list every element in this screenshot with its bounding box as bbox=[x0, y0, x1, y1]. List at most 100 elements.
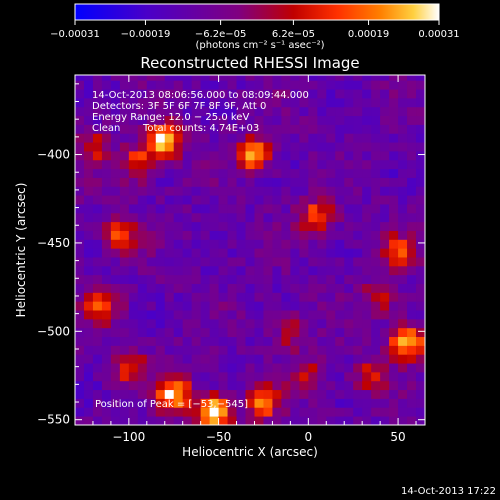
heatmap-cell bbox=[173, 336, 184, 346]
heatmap-cell bbox=[299, 274, 309, 284]
heatmap-cell bbox=[416, 230, 425, 240]
heatmap-cell bbox=[389, 327, 399, 338]
heatmap-cell bbox=[362, 239, 372, 249]
heatmap-cell bbox=[407, 345, 417, 355]
heatmap-cell bbox=[155, 80, 166, 90]
heatmap-cell bbox=[92, 380, 103, 391]
heatmap-cell bbox=[227, 195, 237, 205]
heatmap-cell bbox=[299, 248, 309, 258]
heatmap-cell bbox=[218, 292, 228, 302]
heatmap-cell bbox=[308, 389, 318, 399]
heatmap-cell bbox=[200, 363, 211, 373]
heatmap-cell bbox=[75, 380, 85, 391]
heatmap-cell bbox=[299, 301, 309, 311]
heatmap-cell bbox=[398, 389, 408, 399]
heatmap-cell bbox=[263, 310, 273, 320]
heatmap-cell bbox=[326, 75, 336, 81]
heatmap-cell bbox=[308, 327, 318, 338]
heatmap-cell bbox=[344, 124, 354, 134]
heatmap-cell bbox=[236, 177, 246, 187]
heatmap-cell bbox=[75, 75, 85, 81]
heatmap-cell bbox=[398, 133, 408, 143]
heatmap-cell bbox=[254, 274, 264, 284]
heatmap-cell bbox=[317, 80, 327, 90]
heatmap-cell bbox=[362, 407, 372, 417]
heatmap-cell bbox=[272, 151, 282, 161]
heatmap-cell bbox=[245, 97, 255, 108]
heatmap-cell bbox=[137, 89, 148, 99]
heatmap-cell bbox=[191, 89, 202, 99]
heatmap-cell bbox=[362, 292, 372, 302]
heatmap-cell bbox=[173, 407, 184, 417]
heatmap-cell bbox=[344, 318, 354, 329]
heatmap-cell bbox=[281, 204, 291, 214]
heatmap-cell bbox=[101, 248, 112, 258]
heatmap-cell bbox=[308, 345, 318, 355]
heatmap-cell bbox=[92, 89, 103, 99]
heatmap-cell bbox=[308, 221, 318, 231]
x-tick-label: −100 bbox=[112, 430, 145, 444]
heatmap-cell bbox=[182, 318, 193, 329]
heatmap-cell bbox=[173, 159, 184, 170]
heatmap-cell bbox=[263, 124, 273, 134]
heatmap-cell bbox=[272, 283, 282, 293]
heatmap-cell bbox=[416, 133, 425, 143]
heatmap-cell bbox=[335, 75, 345, 81]
heatmap-cell bbox=[164, 124, 175, 134]
heatmap-cell bbox=[227, 168, 237, 178]
heatmap-cell bbox=[146, 212, 157, 223]
colorbar: −0.00031 −0.00019 −6.2e−05 6.2e−05 0.00019 0.… bbox=[50, 3, 460, 51]
heatmap-cell bbox=[146, 177, 157, 187]
heatmap-cell bbox=[227, 133, 237, 143]
heatmap-cell bbox=[236, 345, 246, 355]
heatmap-cell bbox=[155, 407, 166, 417]
heatmap-cell bbox=[236, 310, 246, 320]
heatmap-cell bbox=[164, 407, 175, 417]
heatmap-cell bbox=[83, 151, 94, 161]
heatmap-cell bbox=[326, 204, 336, 214]
heatmap-cell bbox=[281, 106, 291, 117]
heatmap-cell bbox=[335, 124, 345, 134]
heatmap-cell bbox=[335, 80, 345, 90]
heatmap-cell bbox=[308, 398, 318, 408]
heatmap-cell bbox=[146, 336, 157, 346]
heatmap-cell bbox=[398, 398, 408, 408]
heatmap-cell bbox=[137, 336, 148, 346]
heatmap-cell bbox=[236, 257, 246, 267]
heatmap-cell bbox=[263, 142, 273, 152]
heatmap-cell bbox=[191, 168, 202, 178]
heatmap-cell bbox=[380, 221, 390, 231]
heatmap-cell bbox=[326, 398, 336, 408]
heatmap-cell bbox=[254, 168, 264, 178]
heatmap-cell bbox=[317, 363, 327, 373]
heatmap-cell bbox=[236, 239, 246, 249]
heatmap-cell bbox=[128, 133, 139, 143]
heatmap-cell bbox=[245, 212, 255, 223]
heatmap-cell bbox=[416, 327, 425, 338]
heatmap-cell bbox=[191, 133, 202, 143]
heatmap-cell bbox=[245, 301, 255, 311]
heatmap-cell bbox=[200, 221, 211, 231]
heatmap-cell bbox=[398, 142, 408, 152]
heatmap-cell bbox=[362, 212, 372, 223]
heatmap-cell bbox=[209, 133, 219, 143]
heatmap-cell bbox=[236, 151, 246, 161]
heatmap-cell bbox=[92, 212, 103, 223]
heatmap-cell bbox=[110, 97, 121, 108]
heatmap-cell bbox=[218, 354, 228, 364]
heatmap-cell bbox=[389, 124, 399, 134]
heatmap-cell bbox=[209, 212, 219, 223]
heatmap-cell bbox=[92, 230, 103, 240]
heatmap-cell bbox=[308, 318, 318, 329]
heatmap-cell bbox=[407, 283, 417, 293]
heatmap-cell bbox=[92, 115, 103, 125]
heatmap-cell bbox=[272, 345, 282, 355]
heatmap-cell bbox=[335, 89, 345, 99]
heatmap-cell bbox=[227, 363, 237, 373]
heatmap-cell bbox=[290, 327, 300, 338]
heatmap-cell bbox=[101, 274, 112, 284]
heatmap-cell bbox=[398, 336, 408, 346]
heatmap-cell bbox=[371, 159, 381, 170]
heatmap-cell bbox=[308, 151, 318, 161]
heatmap-cell bbox=[371, 204, 381, 214]
